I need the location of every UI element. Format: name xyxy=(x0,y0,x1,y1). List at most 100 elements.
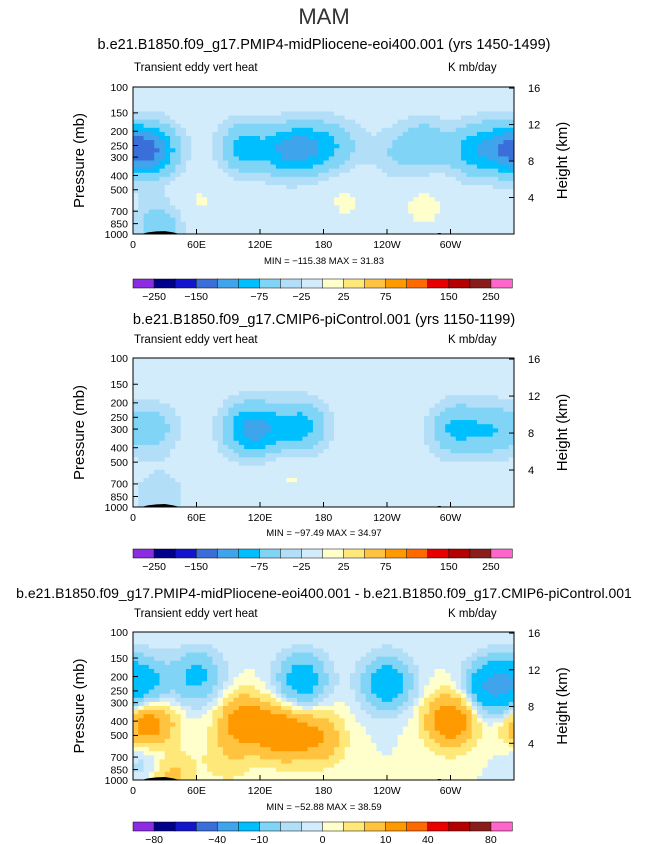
field-cell xyxy=(154,465,160,471)
field-cell xyxy=(392,103,398,108)
field-cell xyxy=(360,115,367,121)
field-cell xyxy=(170,136,176,141)
field-cell xyxy=(281,461,287,467)
field-cell xyxy=(328,225,335,231)
field-cell xyxy=(196,123,203,129)
field-cell xyxy=(265,168,271,174)
field-cell xyxy=(154,217,160,223)
field-cell xyxy=(233,201,240,206)
field-cell xyxy=(498,156,504,161)
field-cell xyxy=(291,225,298,231)
field-cell xyxy=(376,193,383,198)
field-cell xyxy=(439,457,446,462)
field-cell xyxy=(159,172,166,178)
field-cell xyxy=(328,411,335,417)
field-cell xyxy=(312,176,319,182)
field-cell xyxy=(466,395,473,400)
field-cell xyxy=(323,144,330,149)
field-cell xyxy=(207,366,213,371)
field-cell xyxy=(222,95,229,100)
field-cell xyxy=(275,469,282,475)
field-cell xyxy=(402,95,409,100)
field-cell xyxy=(334,469,340,475)
field-cell xyxy=(201,370,208,375)
field-cell xyxy=(445,107,451,112)
field-cell xyxy=(492,209,499,214)
field-cell xyxy=(281,95,287,100)
field-cell xyxy=(244,490,250,495)
field-cell xyxy=(461,95,467,100)
field-cell xyxy=(492,391,499,396)
field-cell xyxy=(238,197,245,202)
field-cell xyxy=(254,131,261,137)
field-cell xyxy=(498,221,504,227)
field-cell xyxy=(238,411,245,417)
field-cell xyxy=(355,436,361,442)
field-cell xyxy=(228,407,234,413)
field-cell xyxy=(265,180,271,186)
field-cell xyxy=(217,131,224,137)
field-cell xyxy=(201,221,208,227)
field-cell xyxy=(461,378,467,384)
field-cell xyxy=(376,358,383,363)
field-cell xyxy=(402,424,409,429)
field-cell xyxy=(376,382,383,388)
field-cell xyxy=(482,420,488,425)
field-cell xyxy=(503,465,510,471)
field-cell xyxy=(270,140,277,145)
field-cell xyxy=(344,457,351,462)
field-cell xyxy=(143,449,150,454)
field-cell xyxy=(371,123,377,129)
field-cell xyxy=(291,486,298,491)
field-cell xyxy=(429,209,436,214)
field-cell xyxy=(381,107,388,112)
field-cell xyxy=(498,87,504,92)
field-cell xyxy=(281,127,287,133)
field-cell xyxy=(291,189,298,194)
field-cell xyxy=(445,432,451,438)
field-cell xyxy=(376,95,383,100)
field-cell xyxy=(371,209,377,214)
field-cell xyxy=(260,407,266,413)
field-cell xyxy=(318,424,324,429)
field-cell xyxy=(191,201,197,206)
field-cell xyxy=(429,362,436,367)
field-cell xyxy=(508,176,515,182)
field-cell xyxy=(450,378,457,384)
field-cell xyxy=(297,119,303,125)
field-cell xyxy=(487,176,494,182)
field-cell xyxy=(170,127,176,133)
field-cell xyxy=(254,225,261,231)
field-cell xyxy=(339,87,346,92)
field-cell xyxy=(355,469,361,475)
field-cell xyxy=(487,440,494,446)
field-cell xyxy=(381,99,388,104)
field-cell xyxy=(323,136,330,141)
field-cell xyxy=(238,95,245,100)
field-cell xyxy=(265,444,271,450)
field-cell xyxy=(196,366,203,371)
field-cell xyxy=(413,378,420,384)
field-cell xyxy=(138,152,144,157)
field-cell xyxy=(286,217,293,223)
field-cell xyxy=(143,403,150,409)
field-cell xyxy=(397,424,404,429)
field-cell xyxy=(175,201,182,206)
field-cell xyxy=(492,486,499,491)
field-cell xyxy=(159,382,166,388)
field-cell xyxy=(392,391,398,396)
field-cell xyxy=(408,391,414,396)
field-cell xyxy=(254,148,261,153)
field-cell xyxy=(244,382,250,388)
field-cell xyxy=(233,407,240,413)
field-cell xyxy=(402,209,409,214)
field-cell xyxy=(238,432,245,438)
field-cell xyxy=(450,370,457,375)
field-cell xyxy=(503,366,510,371)
field-cell xyxy=(154,366,160,371)
field-cell xyxy=(355,403,361,409)
field-cell xyxy=(339,403,346,409)
field-cell xyxy=(233,107,240,112)
field-cell xyxy=(201,399,208,404)
field-cell xyxy=(217,469,224,475)
